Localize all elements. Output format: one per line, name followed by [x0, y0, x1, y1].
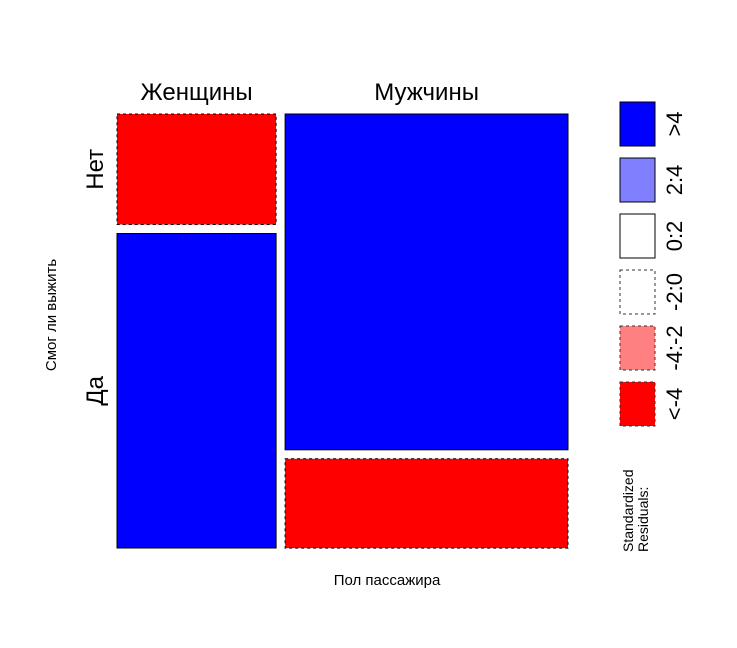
legend-swatch: [619, 213, 656, 259]
legend-label: <-4: [662, 388, 687, 420]
legend-label: 2:4: [662, 165, 687, 196]
legend-label: -4:-2: [662, 325, 687, 370]
row-labels: Нет Да: [82, 149, 109, 406]
legend-label: -2:0: [662, 273, 687, 311]
y-axis-label: Смог ли выжить: [43, 259, 60, 371]
row-label: Да: [82, 375, 109, 405]
legend: >4 2:4 0:2 -2:0 -4:-2 <-4 Standardized Residual…: [619, 101, 687, 552]
row-label: Нет: [82, 149, 109, 190]
legend-title: Residuals:: [635, 487, 651, 552]
legend-label: 0:2: [662, 221, 687, 252]
x-axis-label: Пол пассажира: [334, 572, 441, 589]
legend-label: >4: [662, 111, 687, 136]
legend-title: Standardized: [620, 469, 636, 552]
mosaic-cell: [116, 233, 277, 549]
legend-swatch: [619, 381, 656, 427]
mosaic-cell: [116, 113, 277, 225]
column-labels: Женщины Мужчины: [141, 79, 479, 106]
legend-swatch: [619, 325, 656, 371]
column-label: Женщины: [141, 79, 253, 106]
legend-swatch: [619, 269, 656, 315]
mosaic-cell: [284, 458, 569, 549]
column-label: Мужчины: [374, 79, 479, 106]
legend-swatch: [619, 101, 656, 147]
mosaic-cells: [116, 113, 569, 549]
legend-swatch: [619, 157, 656, 203]
mosaic-cell: [284, 113, 569, 451]
